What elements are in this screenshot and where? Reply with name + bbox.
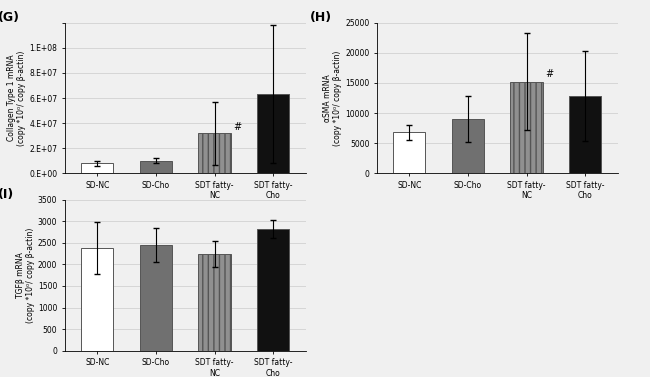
Y-axis label: αSMA mRNA
(copy *10⁰/ copy β-actin): αSMA mRNA (copy *10⁰/ copy β-actin) — [323, 51, 343, 146]
Bar — [81, 163, 113, 173]
Bar — [198, 254, 231, 351]
Text: (G): (G) — [0, 11, 20, 23]
Bar — [452, 119, 484, 173]
Bar — [81, 248, 113, 351]
Bar — [140, 161, 172, 173]
Y-axis label: Collagen Type 1 mRNA
(copy *10⁰/ copy β-actin): Collagen Type 1 mRNA (copy *10⁰/ copy β-… — [7, 51, 27, 146]
Text: (H): (H) — [309, 11, 332, 23]
Y-axis label: TGFβ mRNA
(copy *10⁰/ copy β-actin): TGFβ mRNA (copy *10⁰/ copy β-actin) — [16, 228, 35, 323]
Bar — [510, 82, 543, 173]
Text: #: # — [233, 122, 242, 132]
Bar — [257, 229, 289, 351]
Bar — [198, 133, 231, 173]
Text: #: # — [545, 69, 554, 79]
Bar — [393, 132, 425, 173]
Bar — [569, 96, 601, 173]
Bar — [257, 94, 289, 173]
Text: (I): (I) — [0, 188, 14, 201]
Bar — [140, 245, 172, 351]
